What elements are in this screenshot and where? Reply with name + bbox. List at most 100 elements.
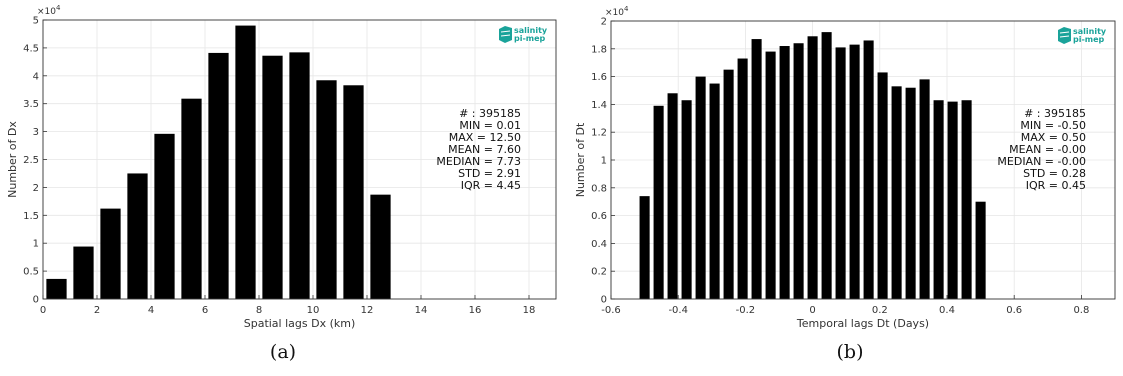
stats-line: IQR = 4.45 (461, 179, 521, 192)
bar (891, 86, 902, 299)
y-tick-label: 2 (601, 17, 607, 28)
bar (765, 51, 776, 299)
bar (877, 72, 888, 300)
x-tick-label: 0.6 (1006, 305, 1022, 316)
y-tick-label: 2.5 (23, 155, 39, 166)
y-tick-label: 0.6 (591, 211, 607, 222)
bar (737, 58, 748, 299)
bar (709, 83, 720, 299)
bar (653, 105, 664, 299)
bar (835, 47, 846, 299)
logo-text-line2: pi-mep (1073, 35, 1105, 44)
x-tick-label: 8 (256, 305, 262, 316)
x-tick-label: 12 (361, 305, 374, 316)
y-tick-label: 0.8 (591, 183, 607, 194)
y-tick-label: 2 (33, 183, 39, 194)
y-tick-label: 1.2 (591, 128, 607, 139)
x-tick-label: 0.4 (939, 305, 955, 316)
bar (681, 100, 692, 299)
y-tick-label: 0.5 (23, 267, 39, 278)
bar (905, 87, 916, 299)
y-exponent-base: ×10 (37, 7, 56, 17)
y-tick-label: 1 (601, 156, 607, 167)
stats-line: IQR = 0.45 (1026, 179, 1086, 192)
axes-box (610, 20, 1116, 300)
bar (695, 76, 706, 299)
bar (849, 44, 860, 299)
x-tick-label: 0.8 (1073, 305, 1089, 316)
x-tick-label: 0 (809, 305, 815, 316)
y-tick-label: 1.6 (591, 72, 607, 83)
bar (262, 55, 283, 299)
y-tick-label: 3 (33, 127, 39, 138)
figure-caption: (b) (837, 341, 864, 363)
stats-line: STD = 0.28 (1023, 167, 1086, 180)
y-axis-label: Number of Dx (6, 121, 19, 198)
stats-line: MEDIAN = 7.73 (436, 155, 521, 168)
bar (343, 85, 364, 299)
bar (235, 25, 256, 300)
y-tick-label: 0 (601, 295, 607, 306)
bar (863, 40, 874, 300)
y-tick-label: 1.4 (591, 100, 607, 111)
bar (316, 80, 337, 299)
bar (289, 52, 310, 299)
bar (933, 100, 944, 299)
bar (947, 101, 958, 300)
y-tick-label: 5 (33, 16, 39, 27)
stats-line: MEAN = 7.60 (448, 143, 521, 156)
logo-text-line1: salinity (1073, 27, 1107, 36)
logo-icon-stripes (1059, 31, 1070, 38)
logo-icon-stripes (500, 30, 511, 37)
bar (793, 43, 804, 299)
y-tick-label: 1 (33, 239, 39, 250)
logo-text-line2: pi-mep (514, 34, 546, 43)
x-tick-label: 16 (469, 305, 482, 316)
logo-icon (499, 26, 512, 43)
x-tick-label: 2 (94, 305, 100, 316)
bar (154, 133, 175, 299)
stats-line: MEDIAN = -0.00 (997, 155, 1086, 168)
stats-line: MIN = 0.01 (459, 119, 521, 132)
stats-line: MAX = 0.50 (1021, 131, 1086, 144)
figure-caption: (a) (270, 341, 296, 363)
x-tick-label: 6 (202, 305, 208, 316)
bar (46, 278, 67, 299)
bar (779, 46, 790, 299)
bar (100, 208, 121, 299)
bar (751, 39, 762, 299)
x-tick-label: 0 (40, 305, 46, 316)
bar (73, 246, 94, 299)
stats-line: MIN = -0.50 (1020, 119, 1086, 132)
y-exponent-base: ×10 (605, 8, 624, 18)
y-tick-label: 1.5 (23, 211, 39, 222)
stats-line: MEAN = -0.00 (1009, 143, 1086, 156)
x-tick-label: 0.2 (872, 305, 888, 316)
y-exponent-power: 4 (624, 5, 629, 13)
chart-a: 0 2 4 6 8 10 12 14 16 1800.511.522.533.544.55×104… (6, 4, 557, 363)
logo-icon (1058, 27, 1071, 44)
x-tick-label: 4 (148, 305, 154, 316)
bar (919, 79, 930, 299)
x-tick-label: -0.4 (668, 305, 688, 316)
bar (208, 52, 229, 300)
bar (723, 69, 734, 300)
axes-box (42, 19, 557, 300)
x-axis-label: Temporal lags Dt (Days) (796, 317, 929, 330)
x-tick-label: -0.2 (736, 305, 756, 316)
x-tick-label: 14 (415, 305, 428, 316)
y-tick-label: 0 (33, 295, 39, 306)
y-exponent-label: ×104 (605, 5, 629, 18)
logo-text-line1: salinity (514, 26, 548, 35)
bar (127, 173, 148, 299)
y-exponent-label: ×104 (37, 4, 61, 17)
bar (975, 201, 986, 299)
stats-line: # : 395185 (1024, 107, 1086, 120)
y-tick-label: 0.2 (591, 267, 607, 278)
y-tick-label: 4.5 (23, 43, 39, 54)
bar (961, 100, 972, 299)
bar (667, 93, 678, 299)
